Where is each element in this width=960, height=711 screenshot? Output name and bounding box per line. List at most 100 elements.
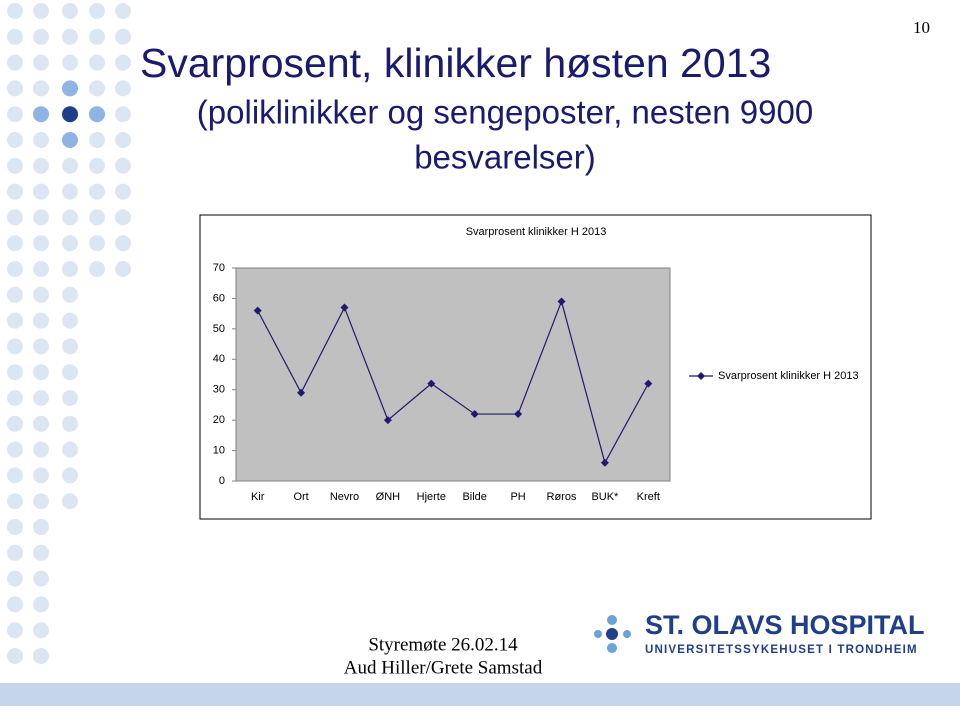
dot bbox=[115, 235, 131, 252]
dot bbox=[33, 28, 49, 45]
dot bbox=[115, 3, 131, 19]
dot bbox=[7, 596, 23, 613]
dot bbox=[62, 312, 78, 329]
dot bbox=[7, 415, 23, 432]
dot bbox=[7, 106, 23, 123]
dot bbox=[62, 235, 78, 252]
dot bbox=[33, 415, 49, 432]
series-line bbox=[257, 299, 649, 465]
title: besvarelser) bbox=[414, 139, 596, 176]
page-number: 10 bbox=[913, 18, 930, 37]
dot bbox=[7, 390, 23, 406]
y-tick-label: 50 bbox=[213, 323, 225, 335]
dot bbox=[115, 28, 131, 45]
dot bbox=[33, 261, 49, 277]
dot bbox=[62, 3, 78, 19]
y-tick-label: 30 bbox=[213, 384, 225, 396]
point bbox=[600, 458, 609, 467]
dot bbox=[33, 235, 49, 252]
dot bbox=[7, 209, 23, 226]
dot bbox=[7, 338, 23, 355]
dot bbox=[33, 3, 49, 19]
dot bbox=[33, 493, 49, 510]
dot bbox=[7, 441, 23, 458]
dot bbox=[33, 596, 49, 613]
point bbox=[514, 410, 523, 419]
dot bbox=[7, 80, 23, 97]
dot bbox=[7, 364, 23, 381]
dot bbox=[7, 132, 23, 148]
dot bbox=[33, 648, 49, 664]
x-tick-label: Hjerte bbox=[417, 491, 446, 503]
dot bbox=[33, 544, 49, 561]
dot bbox=[7, 544, 23, 561]
dot bbox=[7, 286, 23, 303]
logo-mark bbox=[594, 615, 631, 653]
point bbox=[427, 379, 436, 388]
dot bbox=[89, 28, 105, 45]
x-tick-label: Røros bbox=[547, 491, 577, 503]
y-tick-label: 60 bbox=[213, 292, 225, 304]
dot bbox=[33, 183, 49, 200]
dot bbox=[7, 235, 23, 252]
dot bbox=[7, 519, 23, 535]
dot bbox=[33, 441, 49, 458]
dot bbox=[62, 415, 78, 432]
dot bbox=[115, 157, 131, 174]
dot bbox=[62, 132, 78, 148]
dot bbox=[33, 54, 49, 71]
x-tick-label: Ort bbox=[293, 491, 308, 503]
dot bbox=[89, 261, 105, 277]
logo-name: ST. OLAVS HOSPITAL bbox=[645, 610, 925, 640]
dot bbox=[62, 157, 78, 174]
dot bbox=[7, 28, 23, 45]
dot bbox=[33, 80, 49, 97]
dot bbox=[62, 441, 78, 458]
dot bbox=[33, 132, 49, 148]
dot bbox=[62, 80, 78, 97]
dot bbox=[89, 80, 105, 97]
point bbox=[340, 303, 349, 312]
point bbox=[253, 306, 262, 315]
dot bbox=[62, 390, 78, 406]
dot bbox=[62, 54, 78, 71]
bottom-band bbox=[0, 683, 960, 706]
dot bbox=[115, 209, 131, 226]
dot bbox=[62, 106, 78, 123]
x-tick-label: PH bbox=[510, 491, 525, 503]
dot bbox=[33, 364, 49, 381]
dot bbox=[33, 390, 49, 406]
dot bbox=[7, 261, 23, 277]
dot bbox=[7, 312, 23, 329]
dot bbox=[33, 622, 49, 639]
dot bbox=[89, 132, 105, 148]
dot bbox=[7, 183, 23, 200]
x-tick-label: Kreft bbox=[637, 491, 660, 503]
point bbox=[470, 410, 479, 419]
dot bbox=[7, 622, 23, 639]
dot bbox=[7, 3, 23, 19]
dot bbox=[33, 570, 49, 587]
dot bbox=[115, 54, 131, 71]
y-tick-label: 70 bbox=[213, 262, 225, 274]
dot bbox=[7, 493, 23, 510]
x-tick-label: ØNH bbox=[376, 491, 401, 503]
dot bbox=[89, 157, 105, 174]
x-tick-label: Nevro bbox=[330, 491, 359, 503]
legend-marker bbox=[697, 372, 705, 380]
dot bbox=[62, 338, 78, 355]
decoration bbox=[7, 3, 131, 664]
chart: 0 10 20 30 40 50 60 70 Kir Ort Nevro ØNH Hjerte Bilde… bbox=[213, 262, 859, 503]
dot bbox=[62, 183, 78, 200]
point bbox=[644, 379, 653, 388]
dot bbox=[33, 286, 49, 303]
dot bbox=[33, 519, 49, 535]
dot bbox=[89, 209, 105, 226]
legend-label: Svarprosent klinikker H 2013 bbox=[718, 370, 859, 382]
point bbox=[557, 297, 566, 306]
title: (poliklinikker og sengeposter, nesten 99… bbox=[197, 94, 813, 131]
dot bbox=[89, 3, 105, 19]
dot bbox=[7, 54, 23, 71]
dot bbox=[62, 286, 78, 303]
